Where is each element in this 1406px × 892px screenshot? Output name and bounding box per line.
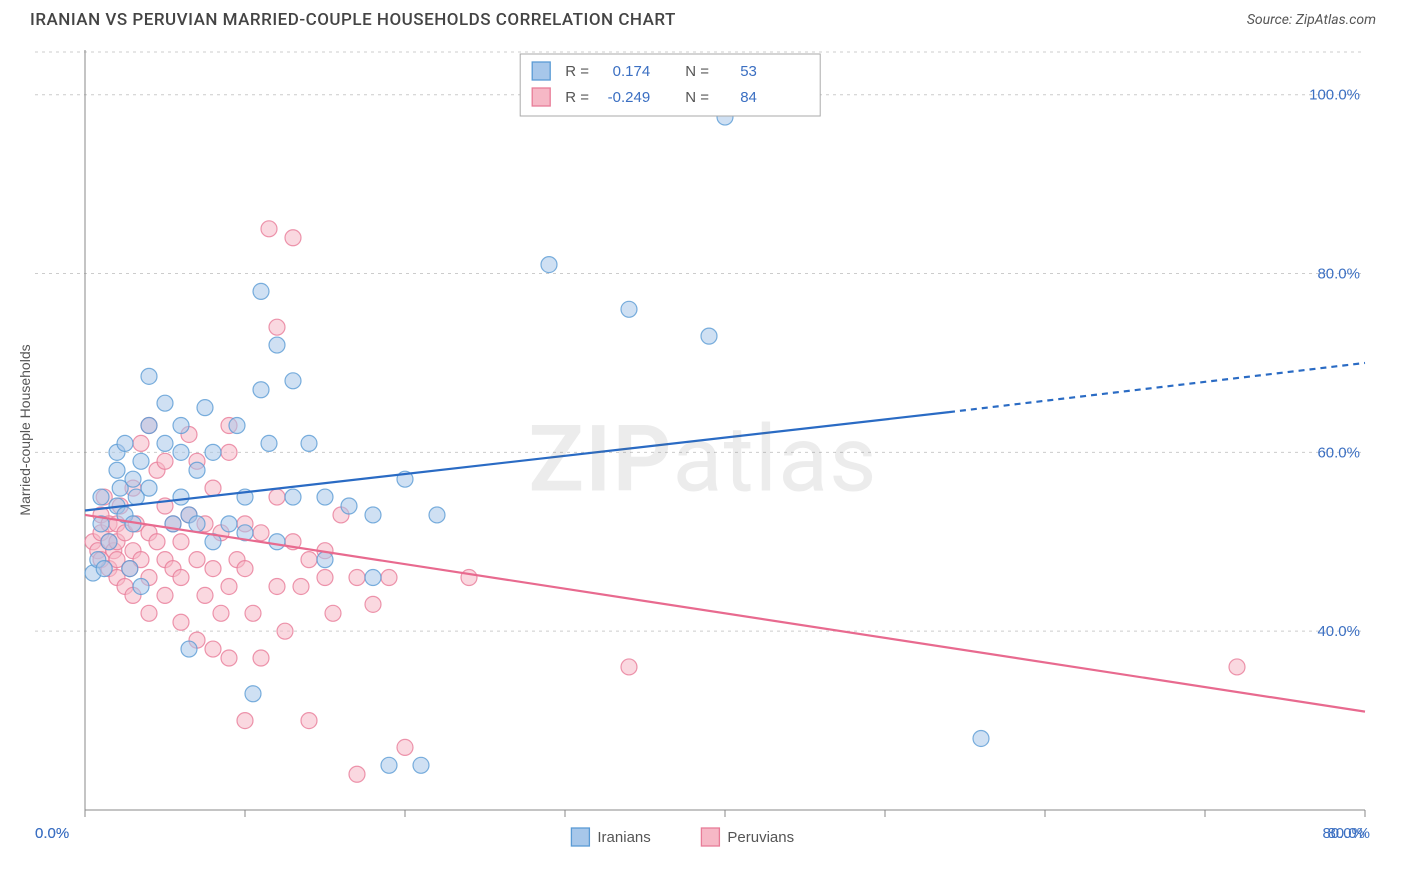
svg-text:0.0%: 0.0% (35, 825, 69, 842)
svg-text:40.0%: 40.0% (1317, 623, 1360, 640)
svg-text:N =: N = (685, 89, 709, 106)
svg-text:0.174: 0.174 (613, 63, 651, 80)
svg-text:N =: N = (685, 63, 709, 80)
source-label: Source: ZipAtlas.com (1247, 12, 1376, 28)
chart-title: IRANIAN VS PERUVIAN MARRIED-COUPLE HOUSE… (30, 10, 676, 30)
svg-text:R =: R = (565, 63, 589, 80)
chart-container: 0.0% 80.0% 40.0% 60.0% 80.0% 100.0% Married-co… (0, 40, 1406, 880)
svg-text:-0.249: -0.249 (608, 89, 651, 106)
svg-text:53: 53 (740, 63, 757, 80)
svg-text:80.0%: 80.0% (1317, 266, 1360, 283)
svg-text:R =: R = (565, 89, 589, 106)
svg-text:100.0%: 100.0% (1309, 87, 1360, 104)
svg-text:60.0%: 60.0% (1317, 444, 1360, 461)
svg-text:Married-couple Households: Married-couple Households (17, 344, 33, 515)
svg-text:84: 84 (740, 89, 757, 106)
scatter-chart: 0.0% 80.0% 40.0% 60.0% 80.0% 100.0% Married-co… (0, 40, 1406, 880)
svg-text:Peruvians: Peruvians (727, 829, 794, 846)
svg-text:80.0%: 80.0% (1322, 825, 1365, 842)
svg-text:Iranians: Iranians (597, 829, 650, 846)
